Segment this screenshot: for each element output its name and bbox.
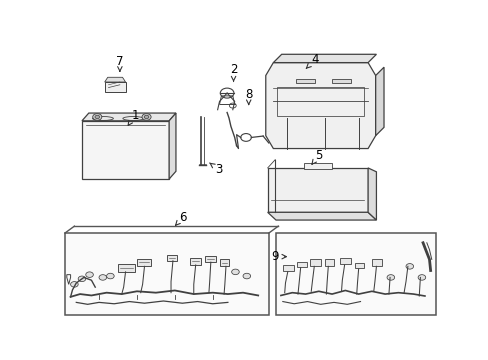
Bar [277,87,364,116]
Circle shape [95,115,100,118]
Bar [310,260,321,266]
Bar [167,255,176,261]
Bar [339,258,350,264]
Circle shape [78,276,85,282]
Circle shape [144,115,148,118]
Text: 3: 3 [209,163,222,176]
Circle shape [405,264,413,269]
Circle shape [142,114,151,120]
Circle shape [106,273,114,279]
Bar [189,258,201,265]
Text: 9: 9 [271,250,286,263]
Bar [267,168,367,212]
Text: 1: 1 [128,109,139,125]
Circle shape [417,275,425,280]
Text: 4: 4 [305,53,318,68]
Polygon shape [104,77,125,82]
Bar [282,265,294,271]
Text: 6: 6 [175,211,186,225]
Polygon shape [273,54,376,63]
Bar [371,260,382,266]
Text: 8: 8 [244,88,252,104]
Bar [205,256,215,262]
Bar [324,260,334,266]
Bar [331,79,350,83]
Bar [276,233,435,315]
Circle shape [99,275,106,280]
Bar [65,233,268,315]
Circle shape [386,275,394,280]
Text: 2: 2 [229,63,237,82]
Circle shape [243,273,250,279]
Bar [137,258,151,266]
Polygon shape [267,212,376,220]
Circle shape [231,269,239,275]
Polygon shape [169,113,176,179]
Bar [220,260,228,266]
Polygon shape [375,67,383,136]
Polygon shape [265,63,375,149]
Circle shape [70,282,78,287]
Bar [296,79,314,83]
Text: 7: 7 [116,55,123,71]
Polygon shape [367,168,376,220]
Bar [303,163,331,169]
Text: 5: 5 [311,149,322,164]
Bar [118,264,135,272]
Circle shape [93,114,102,120]
Bar [354,263,364,268]
Bar [297,262,306,267]
Circle shape [85,272,93,278]
Polygon shape [82,113,176,121]
Bar [82,121,169,179]
Bar [104,82,125,92]
